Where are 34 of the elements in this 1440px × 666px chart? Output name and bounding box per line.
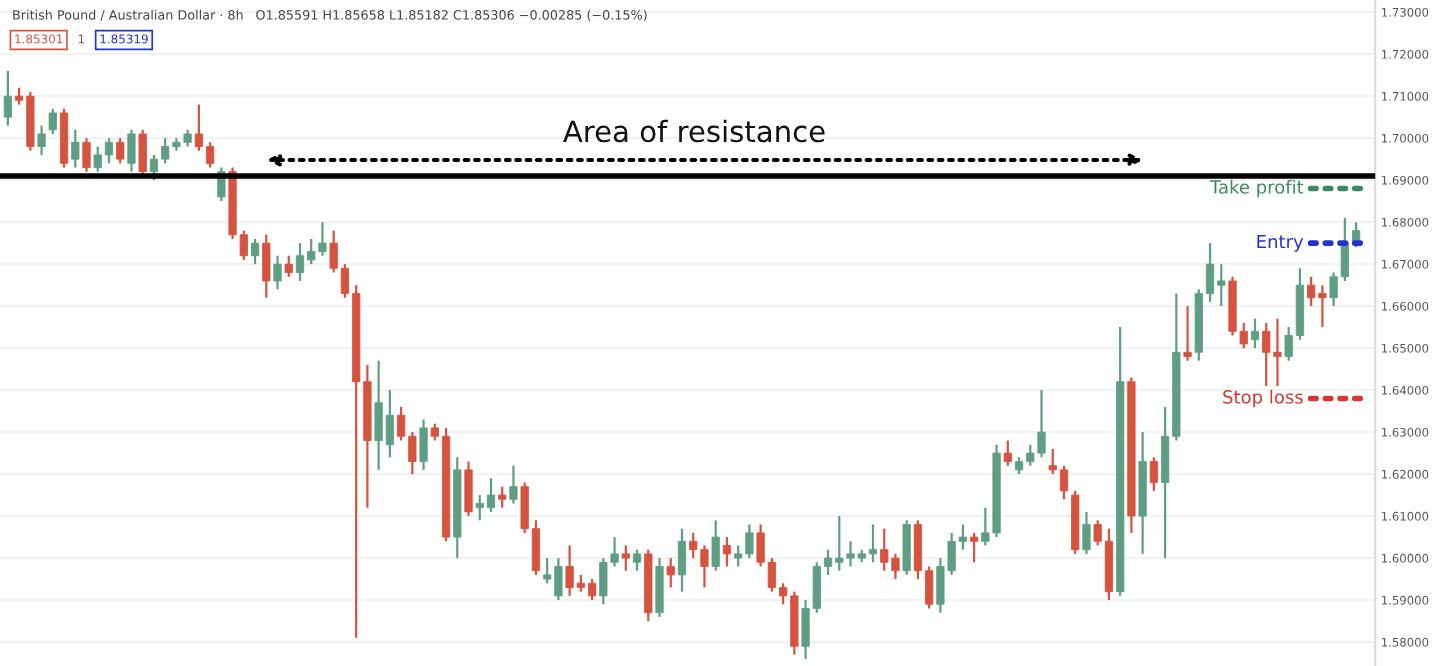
candlestick — [677, 527, 687, 593]
candlestick — [1183, 305, 1192, 362]
candlestick — [284, 254, 293, 278]
ref-line-label: Stop loss — [1223, 389, 1303, 408]
annotation: Area of resistance — [563, 119, 825, 143]
candlestick — [82, 137, 91, 173]
candlestick — [722, 535, 732, 568]
candlestick — [138, 128, 147, 178]
candlestick — [621, 544, 630, 572]
candlestick — [666, 556, 675, 589]
candlestick — [3, 69, 12, 127]
candlestick — [1082, 510, 1091, 555]
candlestick — [464, 460, 473, 518]
candlestick — [250, 237, 260, 266]
candlestick — [1250, 317, 1260, 350]
candlestick — [632, 548, 642, 572]
candlestick — [71, 128, 80, 169]
candlestick — [498, 485, 507, 509]
candlestick — [655, 556, 664, 618]
candlestick — [262, 233, 271, 299]
candlestick — [419, 418, 428, 472]
candlestick — [116, 137, 125, 165]
ref-line-label: Entry — [1257, 234, 1304, 252]
candlestick — [127, 128, 136, 173]
candlestick — [902, 519, 911, 576]
candlestick — [1149, 456, 1158, 492]
candlestick — [509, 464, 518, 505]
candlestick — [37, 124, 46, 157]
candlestick — [48, 107, 57, 136]
ref-line-label: Take profit — [1209, 179, 1304, 198]
candlestick — [969, 531, 979, 564]
candlestick — [711, 519, 720, 572]
candlestick — [1003, 439, 1012, 467]
candlestick — [273, 254, 282, 291]
